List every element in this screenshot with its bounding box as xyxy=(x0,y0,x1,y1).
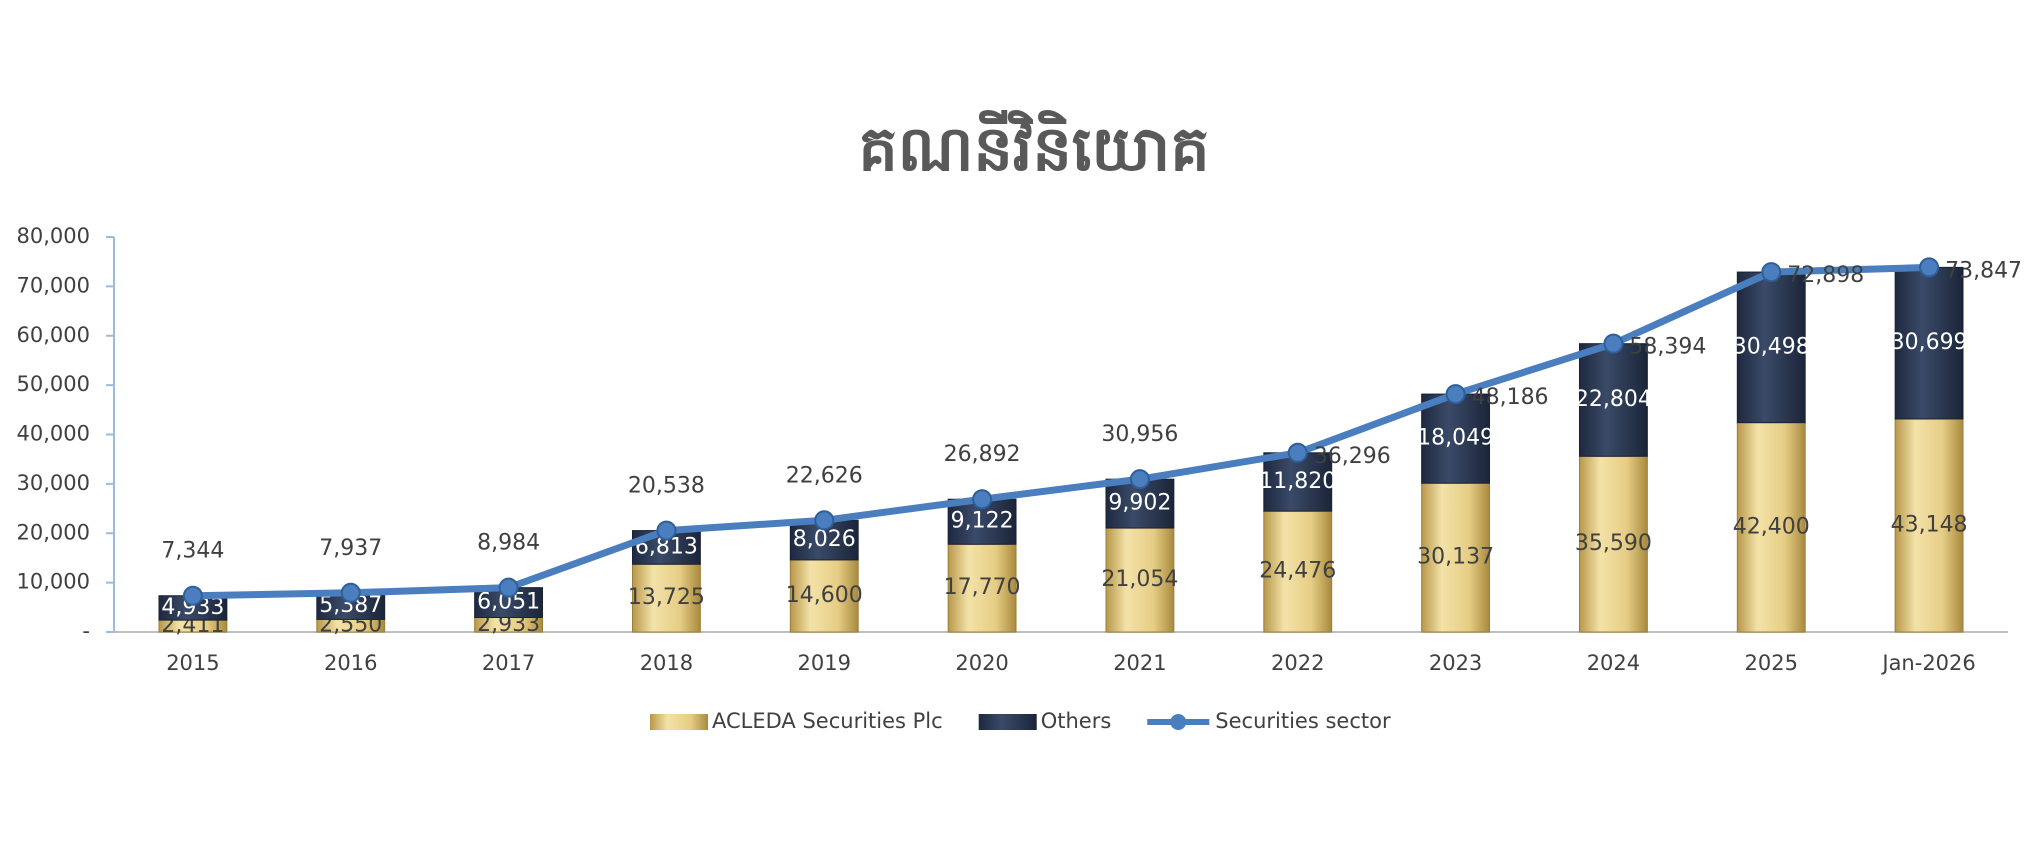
x-tick-label: 2020 xyxy=(955,651,1008,675)
y-tick-label: 30,000 xyxy=(17,471,90,495)
y-tick-label: 50,000 xyxy=(17,372,90,396)
x-tick-label: Jan-2026 xyxy=(1880,651,1975,675)
x-tick-label: 2019 xyxy=(798,651,851,675)
line-marker xyxy=(1445,384,1466,405)
bar-segment xyxy=(1263,510,1333,633)
x-tick-label: 2025 xyxy=(1745,651,1798,675)
x-tick-label: 2022 xyxy=(1271,651,1324,675)
data-label: 36,296 xyxy=(1314,444,1391,469)
data-label: 8,984 xyxy=(477,531,540,556)
y-tick-label: 10,000 xyxy=(17,570,90,594)
data-label: 73,847 xyxy=(1945,258,2022,283)
data-label: 7,937 xyxy=(319,536,382,561)
bar-segment xyxy=(1421,393,1491,484)
data-label: 7,344 xyxy=(161,539,224,564)
bar-segment xyxy=(1578,455,1648,633)
data-label: 21,054 xyxy=(1101,567,1178,592)
legend-label: Others xyxy=(1041,709,1112,733)
data-label: 17,770 xyxy=(944,575,1021,600)
legend-swatch xyxy=(650,714,708,730)
data-label: 24,476 xyxy=(1259,559,1336,584)
bar-segment xyxy=(947,543,1017,633)
data-label: 14,600 xyxy=(786,583,863,608)
data-label: 20,538 xyxy=(628,474,705,499)
bar-segment xyxy=(1421,482,1491,633)
data-label: 30,699 xyxy=(1891,330,1968,355)
bar-segment xyxy=(1736,271,1806,424)
line-marker xyxy=(182,585,203,606)
line-marker xyxy=(498,577,519,598)
bar-segment xyxy=(631,563,701,633)
line-marker xyxy=(814,510,835,531)
line-marker xyxy=(1919,257,1940,278)
bar-segment xyxy=(1578,343,1648,457)
data-label: 26,892 xyxy=(944,442,1021,467)
x-tick-label: 2023 xyxy=(1429,651,1482,675)
data-label: 43,148 xyxy=(1891,512,1968,537)
y-tick-label: 70,000 xyxy=(17,273,90,297)
y-tick-label: 20,000 xyxy=(17,520,90,544)
chart-title: គណនីវិនិយោគ xyxy=(858,110,1209,185)
y-tick-label: 80,000 xyxy=(17,224,90,248)
data-label: 72,898 xyxy=(1787,263,1864,288)
line-marker xyxy=(656,520,677,541)
x-tick-label: 2018 xyxy=(640,651,693,675)
bar-segment xyxy=(1894,418,1964,633)
legend-label: ACLEDA Securities Plc xyxy=(712,709,943,733)
y-tick-label: 60,000 xyxy=(17,323,90,347)
line-marker xyxy=(1603,333,1624,354)
data-label: 30,137 xyxy=(1417,545,1494,570)
x-tick-label: 2015 xyxy=(166,651,219,675)
bar-segment xyxy=(1894,266,1964,420)
data-label: 48,186 xyxy=(1472,385,1549,410)
line-marker xyxy=(1287,442,1308,463)
data-label: 30,498 xyxy=(1733,334,1810,359)
x-tick-label: 2024 xyxy=(1587,651,1640,675)
line xyxy=(192,263,1930,600)
bar-segment xyxy=(1105,527,1175,633)
line-marker xyxy=(1129,469,1150,490)
line-marker xyxy=(1761,262,1782,283)
x-tick-label: 2017 xyxy=(482,651,535,675)
x-tick-label: 2016 xyxy=(324,651,377,675)
legend-swatch xyxy=(978,714,1037,730)
data-label: 9,122 xyxy=(951,509,1014,534)
data-label: 22,804 xyxy=(1575,387,1652,412)
legend-label: Securities sector xyxy=(1215,709,1391,733)
data-label: 9,902 xyxy=(1108,491,1171,516)
legend-swatch xyxy=(1170,714,1187,730)
line-marker xyxy=(340,582,361,603)
y-tick-label: 40,000 xyxy=(17,422,90,446)
data-label: 58,394 xyxy=(1629,335,1706,360)
data-label: 22,626 xyxy=(786,463,863,488)
data-label: 42,400 xyxy=(1733,514,1810,539)
data-label: 13,725 xyxy=(628,585,705,610)
data-label: 35,590 xyxy=(1575,531,1652,556)
data-label: 18,049 xyxy=(1417,426,1494,451)
data-label: 8,026 xyxy=(793,527,856,552)
data-label: 11,820 xyxy=(1259,469,1336,494)
bar-segment xyxy=(789,559,859,633)
x-tick-label: 2021 xyxy=(1113,651,1166,675)
data-label: 30,956 xyxy=(1101,422,1178,447)
line-marker xyxy=(972,489,993,510)
y-tick-label: - xyxy=(82,619,90,643)
bar-segment xyxy=(1736,422,1806,633)
